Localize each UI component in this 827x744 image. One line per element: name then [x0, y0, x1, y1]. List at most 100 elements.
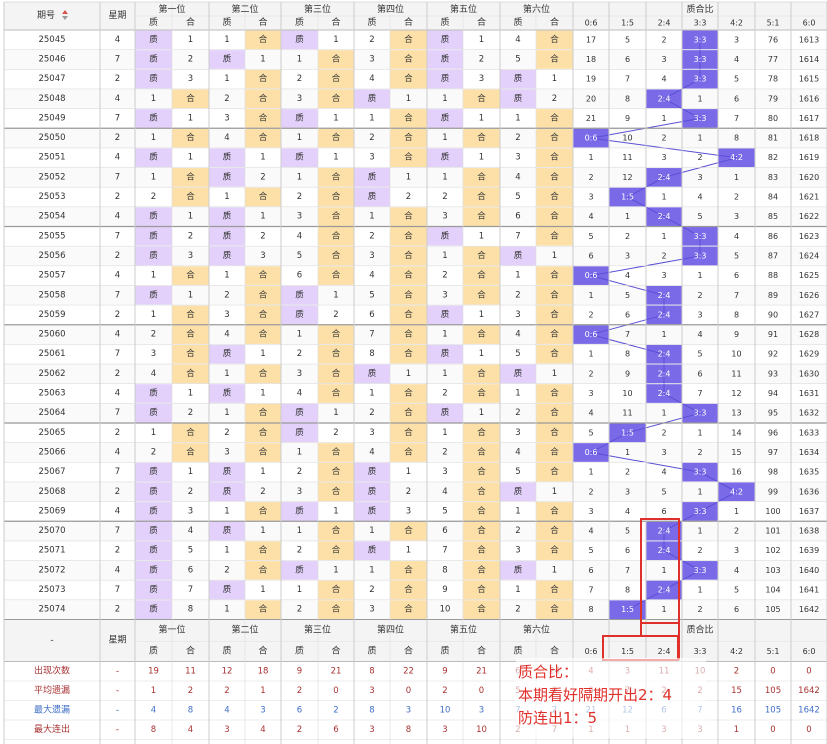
he-miss: 1 — [479, 153, 484, 163]
he-hit-cell — [390, 403, 427, 423]
issue-number: 25059 — [38, 310, 65, 320]
issue-number: 25053 — [38, 192, 65, 202]
weekday-value: 7 — [115, 585, 120, 595]
he-hit: 合 — [332, 171, 341, 182]
he-miss: 5 — [188, 546, 193, 556]
ratio-miss: 21 — [586, 114, 596, 123]
he-hit-cell — [172, 168, 209, 187]
ratio-miss: 4 — [625, 271, 630, 280]
he-miss: 1 — [479, 408, 484, 418]
ratio-miss: 15 — [731, 448, 741, 457]
he-hit: 合 — [186, 427, 195, 438]
he-hit-cell — [172, 187, 209, 207]
ratio-miss: 6 — [734, 94, 739, 103]
ratio-miss: 5 — [697, 212, 702, 221]
sort-up-icon[interactable] — [62, 10, 68, 14]
he-hit-cell — [245, 30, 281, 50]
zhi-hit-cell — [209, 168, 245, 187]
stat-value: 2 — [224, 686, 229, 696]
weekday-value: 4 — [115, 506, 120, 516]
position-group-header: 第五位 — [450, 3, 477, 15]
he-hit: 合 — [332, 53, 341, 64]
zhi-hit: 质 — [223, 230, 232, 241]
ratio-miss: 5 — [734, 586, 739, 595]
ratio-miss: 8 — [625, 586, 630, 595]
zhi-hit: 质 — [368, 545, 377, 556]
ratio-miss: 1 — [661, 232, 666, 241]
he-hit-cell — [536, 325, 573, 344]
issue-number: 25048 — [38, 94, 65, 104]
he-hit: 合 — [550, 191, 559, 202]
he-hit: 合 — [259, 191, 268, 202]
ratio-hit: 1:5 — [621, 428, 634, 437]
footer-ratio-subheader: 5:1 — [767, 647, 780, 656]
zhi-hit-cell — [135, 246, 172, 266]
zhi-hit: 质 — [441, 112, 450, 123]
zhi-hit: 质 — [295, 407, 304, 418]
ratio-hit: 3:3 — [694, 566, 707, 575]
zhi-miss: 3 — [297, 487, 302, 497]
he-miss: 6 — [188, 565, 193, 575]
zhi-hit: 质 — [223, 466, 232, 477]
he-miss: 1 — [188, 389, 193, 399]
he-miss: 1 — [260, 526, 265, 536]
zhi-hit-cell — [135, 69, 172, 89]
footer-ratio-subheader: 4:2 — [730, 647, 743, 656]
he-hit-cell — [463, 443, 500, 462]
zhi-hit: 质 — [223, 53, 232, 64]
zhi-miss: 1 — [151, 172, 156, 182]
issue-number: 25074 — [38, 605, 65, 615]
zhi-miss: 4 — [515, 330, 520, 340]
ratio-miss: 89 — [768, 291, 778, 300]
weekday-value: 4 — [115, 389, 120, 399]
ratio-miss: 2 — [697, 153, 702, 162]
ratio-miss: 1633 — [799, 428, 819, 437]
weekday-value: 2 — [115, 74, 120, 84]
he-hit: 合 — [477, 564, 486, 575]
zhi-hit: 质 — [149, 564, 158, 575]
zhi-miss: 2 — [369, 408, 374, 418]
he-hit: 合 — [259, 407, 268, 418]
zhi-hit: 质 — [149, 466, 158, 477]
zhi-miss: 3 — [515, 310, 520, 320]
he-hit-cell — [172, 443, 209, 462]
zhi-miss: 1 — [369, 212, 374, 222]
ratio-miss: 94 — [768, 389, 778, 398]
ratio-miss: 3 — [661, 448, 666, 457]
stat-value: 3 — [369, 725, 374, 735]
ratio-miss: 1626 — [799, 291, 819, 300]
sort-down-icon[interactable] — [62, 16, 68, 20]
he-hit: 合 — [477, 486, 486, 497]
zhi-hit-cell — [135, 541, 172, 561]
he-hit: 合 — [477, 132, 486, 143]
he-hit-cell — [536, 30, 573, 50]
zhi-miss: 1 — [297, 447, 302, 457]
zhi-hit-cell — [281, 423, 318, 443]
he-hit-cell — [390, 561, 427, 580]
he-miss: 3 — [188, 506, 193, 516]
issue-number: 25073 — [38, 585, 65, 595]
he-hit: 合 — [477, 289, 486, 300]
zhi-hit: 质 — [441, 53, 450, 64]
he-miss: 1 — [188, 290, 193, 300]
ratio-miss: 1 — [697, 586, 702, 595]
ratio-miss: 6 — [588, 251, 593, 260]
weekday-value: 2 — [115, 133, 120, 143]
stat-value: 3 — [406, 705, 411, 715]
zhi-hit-cell — [209, 580, 245, 600]
ratio-miss: 1637 — [799, 507, 819, 516]
stat-value: 2 — [297, 725, 302, 735]
he-hit: 合 — [186, 93, 195, 104]
zhi-subheader: 质 — [222, 16, 231, 28]
ratio-miss: 79 — [768, 94, 778, 103]
ratio-miss: 1 — [697, 94, 702, 103]
ratio-miss: 1 — [697, 428, 702, 437]
ratio-hit: 3:3 — [694, 468, 707, 477]
he-hit: 合 — [404, 584, 413, 595]
he-miss: 2 — [260, 172, 265, 182]
ratio-miss: 102 — [765, 546, 780, 555]
ratio-miss: 4 — [625, 507, 630, 516]
zhi-hit: 质 — [149, 407, 158, 418]
zhi-miss: 5 — [369, 290, 374, 300]
zhi-miss: 1 — [369, 565, 374, 575]
